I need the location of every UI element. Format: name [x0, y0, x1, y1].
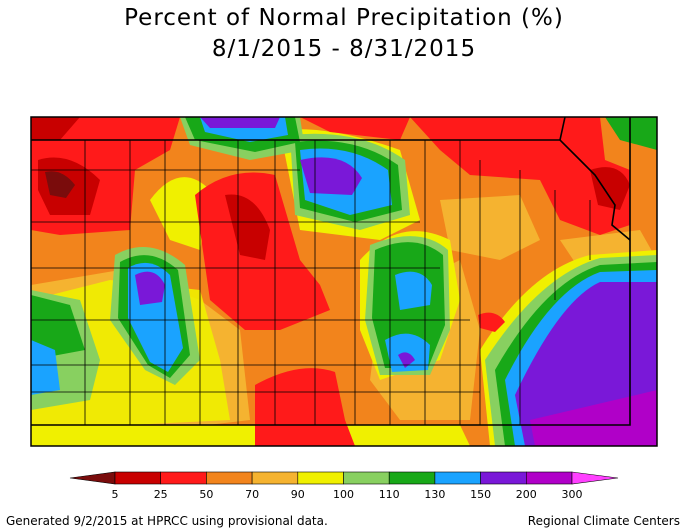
map-frame [30, 116, 658, 447]
legend-tick-label: 200 [516, 488, 537, 501]
legend-swatch [434, 471, 481, 485]
legend-tick-label: 130 [424, 488, 445, 501]
legend-swatch [343, 471, 390, 485]
state-boundaries [31, 116, 631, 426]
legend-tick-label: 25 [154, 488, 168, 501]
legend-tick-label: 300 [562, 488, 583, 501]
legend-tick-label: 150 [470, 488, 491, 501]
legend-arrow-high [571, 471, 619, 485]
legend-tick-label: 70 [245, 488, 259, 501]
legend-tick-label: 50 [199, 488, 213, 501]
source-credit: Regional Climate Centers [527, 514, 680, 528]
legend-swatch [160, 471, 207, 485]
legend-arrow-low [69, 471, 116, 485]
legend-swatch [525, 471, 573, 485]
legend-tick-label: 110 [379, 488, 400, 501]
legend-tick-label: 5 [112, 488, 119, 501]
map-title: Percent of Normal Precipitation (%) [124, 5, 564, 31]
legend-tick-label: 100 [333, 488, 354, 501]
map-date-range: 8/1/2015 - 8/31/2015 [211, 36, 477, 62]
legend-swatch [388, 471, 436, 485]
legend-swatch [114, 471, 162, 485]
precipitation-field [31, 117, 657, 446]
legend-swatch [480, 471, 527, 485]
legend-colorbar: 5 25 50 70 90 100 110 130 150 200 300 [69, 471, 619, 501]
legend-swatch [206, 471, 253, 485]
legend-swatch [251, 471, 299, 485]
legend-tick-label: 90 [291, 488, 305, 501]
county-boundaries [31, 140, 591, 425]
generated-note: Generated 9/2/2015 at HPRCC using provis… [6, 514, 328, 528]
legend-swatch [297, 471, 344, 485]
